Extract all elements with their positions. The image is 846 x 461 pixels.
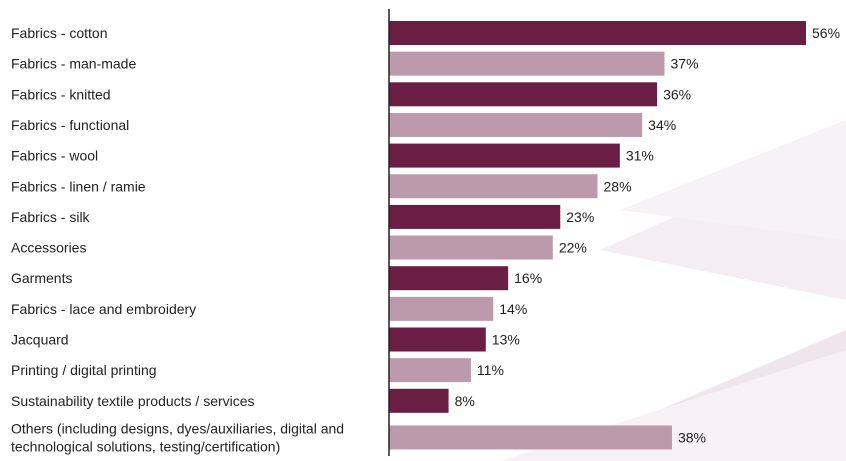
- value-label-10: 14%: [499, 301, 527, 317]
- category-label-13: Sustainability textile products / servic…: [11, 393, 255, 409]
- bar-1: [389, 21, 806, 45]
- category-label-14: Others (including designs, dyes/auxiliar…: [11, 420, 344, 454]
- bar-2: [389, 51, 665, 76]
- value-label-8: 22%: [559, 240, 587, 256]
- bar-11: [389, 327, 486, 352]
- bar-13: [389, 388, 449, 413]
- category-label-3: Fabrics - knitted: [11, 86, 111, 102]
- category-label-11: Jacquard: [11, 332, 69, 348]
- bar-6: [389, 174, 598, 199]
- category-label-10: Fabrics - lace and embroidery: [11, 301, 196, 317]
- category-label-7: Fabrics - silk: [11, 209, 91, 225]
- category-label-8: Accessories: [11, 240, 86, 256]
- category-label-2: Fabrics - man-made: [11, 56, 136, 72]
- value-label-12: 11%: [477, 362, 504, 378]
- value-label-5: 31%: [626, 148, 654, 164]
- value-label-13: 8%: [455, 393, 475, 409]
- value-label-1: 56%: [812, 25, 840, 41]
- bar-14: [389, 425, 672, 450]
- category-label-5: Fabrics - wool: [11, 148, 98, 164]
- category-label-4: Fabrics - functional: [11, 117, 129, 133]
- value-label-2: 37%: [671, 56, 699, 72]
- value-label-11: 13%: [492, 332, 520, 348]
- value-label-9: 16%: [514, 270, 542, 286]
- value-label-4: 34%: [648, 117, 676, 133]
- value-label-6: 28%: [604, 178, 632, 194]
- value-label-7: 23%: [566, 209, 594, 225]
- bar-12: [389, 358, 471, 383]
- category-label-12: Printing / digital printing: [11, 362, 157, 378]
- bar-3: [389, 82, 658, 107]
- bar-8: [389, 235, 553, 260]
- category-label-1: Fabrics - cotton: [11, 25, 107, 41]
- category-label-6: Fabrics - linen / ramie: [11, 178, 146, 194]
- bar-10: [389, 296, 494, 321]
- bar-9: [389, 266, 509, 291]
- category-label-9: Garments: [11, 270, 72, 286]
- bar-7: [389, 204, 561, 229]
- bar-4: [389, 112, 643, 137]
- value-label-14: 38%: [678, 429, 706, 445]
- value-label-3: 36%: [663, 86, 691, 102]
- bar-5: [389, 143, 620, 168]
